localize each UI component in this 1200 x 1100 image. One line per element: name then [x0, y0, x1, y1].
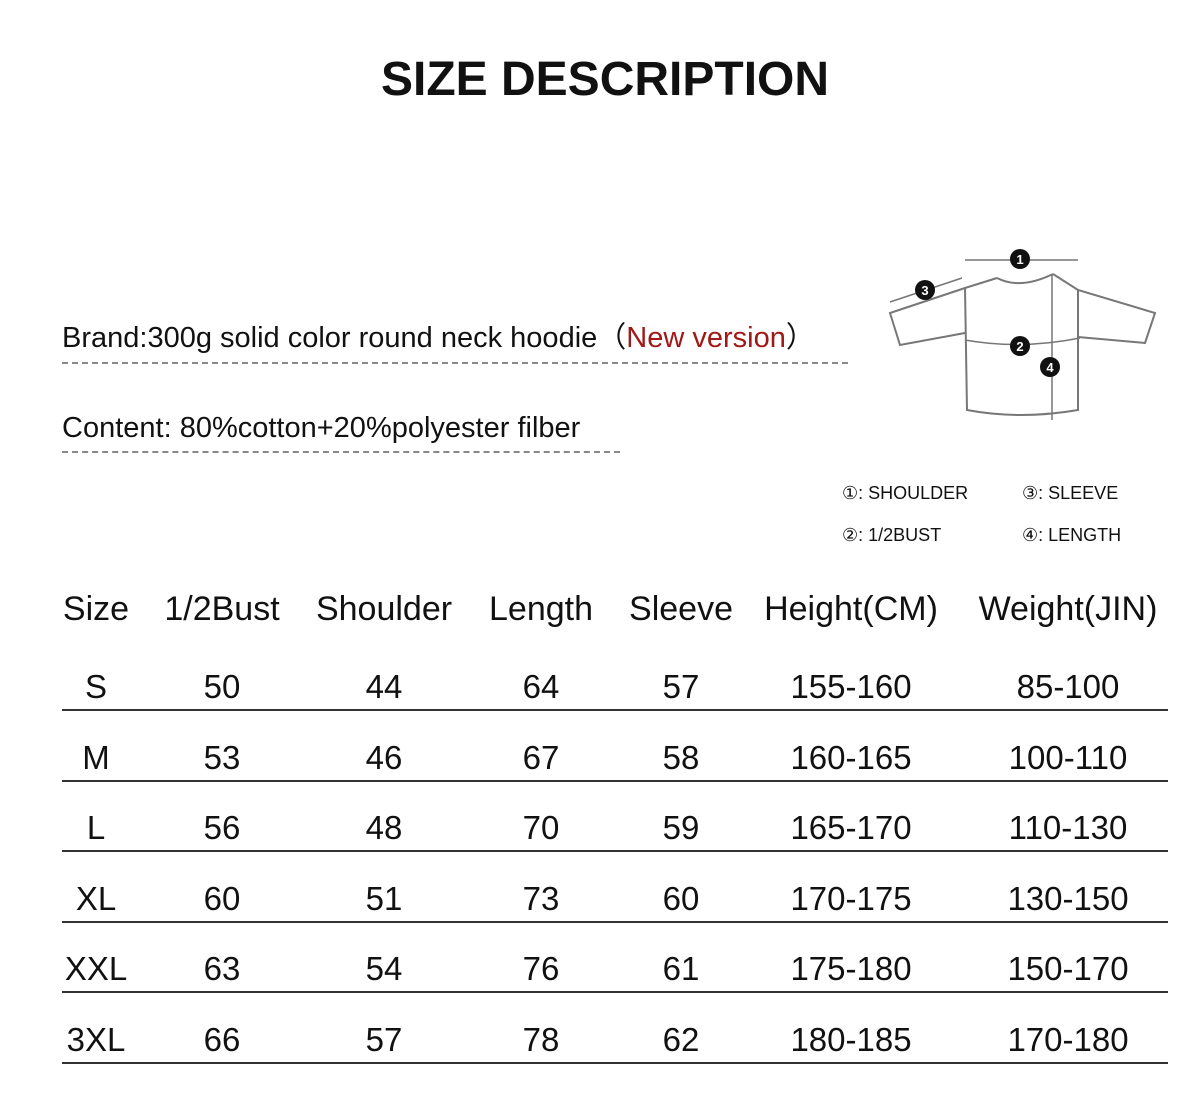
svg-text:1: 1	[1016, 252, 1023, 267]
row-divider	[62, 779, 1168, 782]
table-cell: 170-180	[1007, 1020, 1129, 1058]
svg-text:3: 3	[921, 283, 928, 298]
brand-line: Brand:300g solid color round neck hoodie…	[62, 314, 848, 364]
legend-shoulder: ①: SHOULDER	[842, 483, 969, 503]
table-cell: 85-100	[1016, 668, 1120, 705]
column-header: Size	[62, 590, 130, 628]
table-cell: 170-175	[790, 879, 912, 917]
table-cell: 60	[662, 879, 700, 917]
table-cell: 46	[365, 738, 403, 776]
table-cell: 110-130	[1008, 809, 1128, 846]
table-cell: M	[82, 738, 110, 776]
table-cell: 53	[203, 738, 241, 776]
table-cell: 175-180	[790, 950, 912, 987]
table-cell: 180-185	[790, 1020, 912, 1058]
table-cell: 60	[203, 879, 241, 917]
table-cell: XL	[75, 879, 117, 917]
column-header: 1/2Bust	[164, 590, 280, 628]
table-cell: 76	[522, 950, 560, 987]
table-cell: 155-160	[790, 668, 912, 705]
marker-2	[1010, 336, 1030, 356]
legend-bust: ②: 1/2BUST	[842, 525, 942, 545]
table-cell: 44	[365, 668, 403, 705]
table-cell: 61	[662, 950, 700, 987]
row-divider	[62, 991, 1168, 993]
column-header: Length	[489, 590, 593, 628]
legend-length: ④: LENGTH	[1022, 525, 1122, 545]
table-cell: 70	[522, 809, 560, 846]
row-divider	[62, 709, 1168, 711]
table-cell: 64	[522, 668, 560, 705]
table-cell: 3XL	[66, 1020, 126, 1058]
brand-label: Brand:	[62, 322, 148, 354]
table-cell: 48	[365, 809, 403, 846]
hoodie-measurement-diagram: 1 2 3 4	[888, 249, 1157, 420]
page-title: SIZE DESCRIPTION	[380, 53, 830, 106]
table-cell: 160-165	[790, 738, 912, 776]
row-divider	[62, 920, 1168, 923]
svg-text:4: 4	[1046, 360, 1054, 375]
table-cell: 51	[365, 879, 403, 917]
row-divider	[62, 850, 1168, 852]
brand-close: ）	[785, 322, 815, 354]
content-label: Content:	[62, 412, 172, 444]
table-cell: 50	[203, 668, 241, 705]
column-header: Sleeve	[629, 590, 733, 628]
table-cell: 57	[365, 1020, 403, 1058]
column-header: Weight(JIN)	[978, 590, 1158, 628]
content-line: Content: 80%cotton+20%polyester filber	[62, 412, 620, 453]
new-version-highlight: New version	[626, 322, 786, 354]
table-cell: 54	[365, 950, 403, 987]
table-cell: 58	[662, 738, 700, 776]
table-cell: 63	[203, 950, 241, 987]
table-cell: 73	[522, 879, 560, 917]
marker-3	[915, 280, 935, 300]
legend-sleeve: ③: SLEEVE	[1022, 483, 1119, 503]
table-cell: 59	[662, 809, 700, 846]
table-cell: 62	[662, 1020, 700, 1058]
content-text: 80%cotton+20%polyester filber	[179, 412, 581, 444]
table-cell: 78	[522, 1020, 560, 1058]
svg-text:2: 2	[1016, 339, 1023, 354]
column-header: Shoulder	[315, 590, 453, 628]
column-header: Height(CM)	[764, 590, 938, 628]
row-divider	[62, 1061, 1168, 1064]
table-cell: 66	[203, 1020, 241, 1058]
table-cell: 67	[522, 738, 560, 776]
table-cell: 130-150	[1007, 879, 1129, 917]
table-cell: 57	[662, 668, 700, 705]
table-cell: XXL	[64, 950, 128, 987]
table-cell: 165-170	[790, 809, 912, 846]
table-cell: 100-110	[1008, 738, 1128, 776]
table-cell: S	[84, 668, 108, 705]
table-cell: L	[86, 809, 106, 846]
marker-4	[1040, 357, 1060, 377]
marker-1	[1010, 249, 1030, 269]
table-cell: 150-170	[1007, 950, 1129, 987]
brand-text: 300g solid color round neck hoodie（	[147, 322, 627, 354]
table-cell: 56	[203, 809, 241, 846]
